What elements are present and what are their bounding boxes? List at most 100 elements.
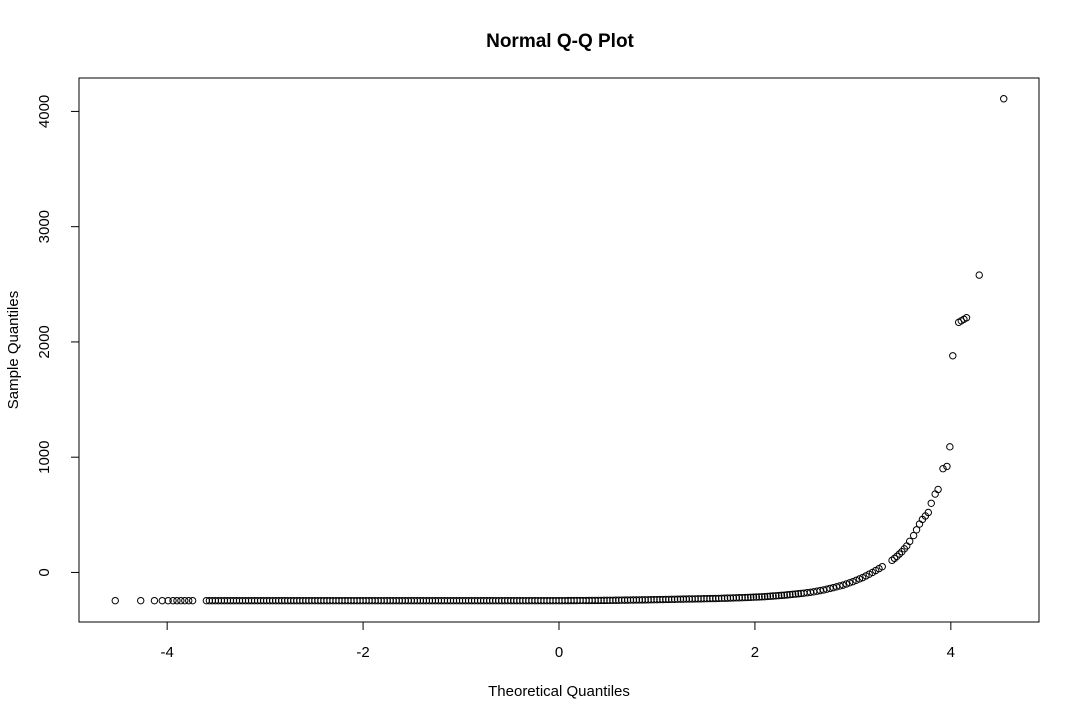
data-point [676, 595, 685, 603]
data-point [609, 596, 617, 604]
data-point [697, 595, 705, 603]
data-point [137, 596, 145, 605]
data-point [732, 594, 741, 602]
data-point [612, 596, 620, 604]
data-point [653, 595, 661, 604]
data-point [555, 596, 563, 605]
data-point [111, 596, 119, 605]
data-point [629, 596, 638, 604]
x-axis: -4 -2 0 2 4 [160, 621, 955, 661]
data-point [720, 594, 729, 602]
data-point [898, 547, 906, 556]
data-point [706, 594, 714, 603]
data-point [858, 573, 867, 582]
data-point [281, 596, 289, 605]
data-point [688, 595, 696, 603]
data-point [946, 443, 954, 451]
data-point [712, 594, 720, 603]
data-point [794, 590, 803, 598]
data-point [895, 550, 904, 558]
data-point [158, 596, 166, 605]
data-point [476, 596, 485, 605]
data-point [878, 562, 886, 571]
data-point [849, 577, 857, 586]
data-point [635, 596, 644, 604]
data-point [656, 595, 664, 604]
data-point [600, 596, 608, 605]
data-point [789, 590, 797, 599]
data-point [832, 583, 841, 591]
data-point [888, 556, 896, 565]
data-point [164, 596, 172, 605]
data-point [177, 596, 185, 605]
chart-title: Normal Q-Q Plot [486, 31, 634, 52]
data-point [398, 596, 406, 605]
data-point [755, 593, 763, 601]
data-point [638, 596, 646, 604]
x-axis-label: Theoretical Quantiles [488, 683, 630, 700]
x-tick-label: -4 [160, 644, 173, 661]
data-point [909, 531, 918, 540]
data-point [777, 591, 786, 600]
y-axis-label: Sample Quantiles [5, 291, 22, 409]
data-point [615, 596, 623, 604]
data-point [620, 596, 629, 604]
data-point [842, 580, 851, 588]
data-point [819, 586, 828, 594]
data-point [943, 462, 951, 471]
data-point [975, 271, 983, 279]
data-point [758, 593, 766, 601]
data-point [700, 595, 708, 603]
data-point [685, 595, 693, 603]
data-points [111, 95, 1008, 605]
data-point [714, 594, 723, 603]
data-point [839, 581, 847, 589]
data-point [516, 596, 524, 605]
data-point [188, 596, 197, 605]
data-point [597, 596, 605, 605]
data-point [912, 526, 921, 534]
data-point [769, 592, 777, 600]
data-point [852, 576, 860, 585]
data-point [606, 596, 614, 605]
data-point [775, 591, 783, 600]
data-point [667, 595, 676, 604]
x-tick-label: 2 [751, 644, 759, 661]
data-point [927, 499, 935, 507]
data-point [673, 595, 682, 603]
data-point [738, 593, 746, 602]
data-point [761, 592, 769, 601]
data-point [647, 596, 655, 604]
data-point [772, 592, 780, 600]
data-point [809, 588, 818, 596]
data-point [632, 596, 641, 604]
data-point [726, 594, 735, 602]
data-point [931, 490, 939, 498]
data-point [691, 595, 699, 603]
data-point [603, 596, 611, 605]
data-point [1000, 95, 1008, 103]
data-point [659, 595, 667, 604]
x-tick-label: -2 [356, 644, 369, 661]
data-point [169, 596, 177, 605]
data-point [703, 594, 711, 603]
data-point [359, 596, 367, 605]
data-point [747, 593, 755, 602]
data-point [845, 579, 854, 587]
y-tick-label: 3000 [36, 210, 53, 243]
data-point [962, 314, 971, 322]
data-point [800, 589, 808, 597]
y-axis: 0 1000 2000 3000 4000 [36, 95, 80, 577]
data-point [644, 596, 652, 604]
data-point [741, 593, 749, 602]
data-point [617, 596, 626, 604]
data-point [717, 594, 726, 603]
data-point [650, 595, 658, 604]
data-point [694, 595, 702, 603]
data-point [202, 596, 211, 605]
data-point [783, 591, 791, 599]
data-point [766, 592, 775, 600]
data-point [752, 593, 761, 601]
data-point [729, 594, 738, 602]
